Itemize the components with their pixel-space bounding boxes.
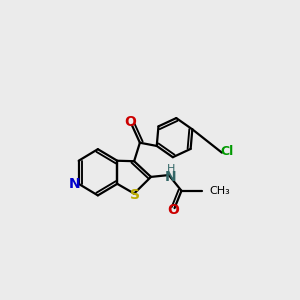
Text: N: N: [69, 177, 80, 191]
Text: N: N: [165, 170, 176, 184]
Text: O: O: [125, 115, 136, 129]
Text: S: S: [130, 188, 140, 203]
Text: Cl: Cl: [220, 145, 234, 158]
Text: O: O: [167, 203, 178, 218]
Text: H: H: [167, 164, 175, 174]
Text: CH₃: CH₃: [209, 186, 230, 196]
